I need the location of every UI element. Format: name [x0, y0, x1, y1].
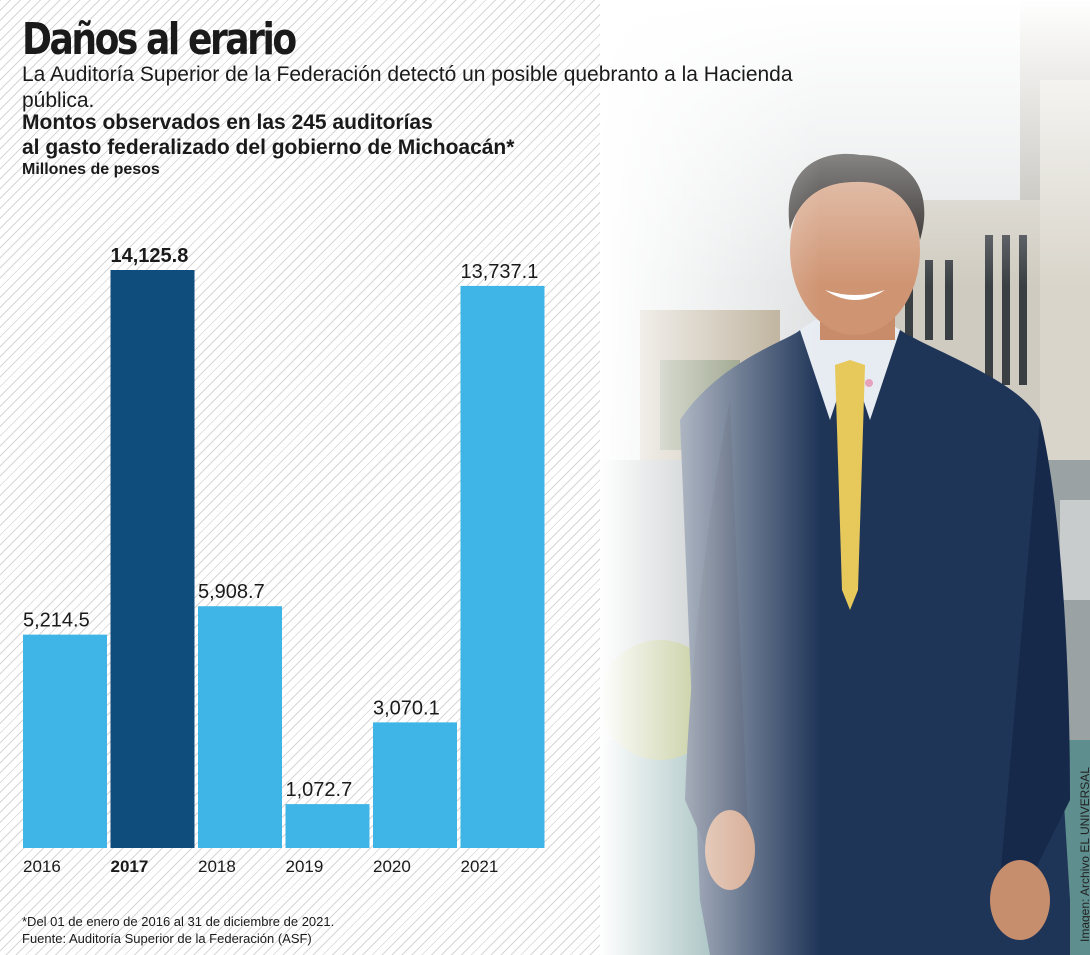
chart-title-line2: al gasto federalizado del gobierno de Mi…: [22, 136, 515, 159]
x-tick-2017: 2017: [111, 857, 149, 876]
value-label-2021: 13,737.1: [461, 261, 539, 283]
x-tick-2019: 2019: [286, 857, 324, 876]
chart-title: Montos observados en las 245 auditorías …: [22, 110, 514, 160]
photo-illustration: [600, 0, 1090, 955]
value-label-2016: 5,214.5: [23, 610, 90, 632]
bar-2016: [23, 634, 107, 848]
footnote-source: Fuente: Auditoría Superior de la Federac…: [22, 931, 312, 946]
bar-2019: [285, 804, 370, 848]
bar-2021: [460, 285, 545, 848]
x-tick-2021: 2021: [461, 857, 499, 876]
x-tick-2020: 2020: [373, 857, 411, 876]
value-label-2020: 3,070.1: [373, 697, 440, 719]
chart-title-line1: Montos observados en las 245 auditorías: [22, 111, 433, 134]
value-label-2019: 1,072.7: [286, 779, 353, 801]
page-subtitle: La Auditoría Superior de la Federación d…: [22, 63, 793, 112]
bar-2017: [110, 270, 195, 848]
x-tick-2018: 2018: [198, 857, 236, 876]
header: Daños al erario La Auditoría Superior de…: [22, 14, 862, 114]
value-label-2018: 5,908.7: [198, 581, 265, 603]
x-tick-2016: 2016: [23, 857, 61, 876]
photo-governor: [600, 0, 1090, 955]
bar-2020: [373, 722, 457, 848]
page-title: Daños al erario: [22, 14, 297, 65]
bar-chart: 5,214.5 2016 14,125.8 2017 5,908.7 2018 1,072.…: [23, 245, 545, 876]
value-label-2017: 14,125.8: [111, 245, 189, 267]
photo-credit: Imagen: Archivo EL UNIVERSAL: [1078, 767, 1090, 942]
bar-2018: [198, 606, 282, 848]
footnote: *Del 01 de enero de 2016 al 31 de diciem…: [22, 913, 334, 947]
footnote-note: *Del 01 de enero de 2016 al 31 de diciem…: [22, 914, 335, 929]
chart-unit-label: Millones de pesos: [22, 161, 160, 178]
